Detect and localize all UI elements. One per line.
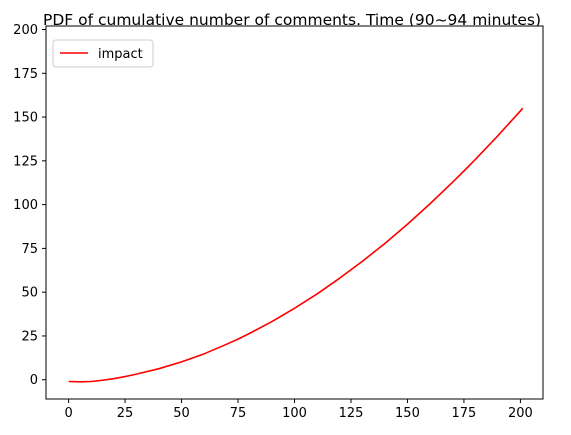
x-tick-label: 75 (230, 406, 247, 421)
x-tick-label: 100 (282, 406, 307, 421)
x-tick-label: 200 (508, 406, 533, 421)
x-tick-label: 50 (173, 406, 190, 421)
x-tick-label: 125 (339, 406, 364, 421)
y-tick-label: 0 (30, 373, 38, 388)
y-tick-label: 125 (13, 154, 38, 169)
y-tick-label: 100 (13, 198, 38, 213)
x-tick-label: 175 (452, 406, 477, 421)
y-tick-label: 175 (13, 67, 38, 82)
chart-title: PDF of cumulative number of comments. Ti… (43, 11, 541, 29)
y-tick-label: 75 (21, 242, 38, 257)
y-tick-label: 150 (13, 111, 38, 126)
x-tick-label: 25 (117, 406, 134, 421)
x-axis: 0 25 50 75 100 125 150 175 200 (64, 399, 533, 421)
legend-label-impact: impact (98, 47, 143, 62)
series-layer (68, 107, 524, 383)
legend-box (52, 39, 154, 68)
y-tick-label: 25 (21, 329, 38, 344)
x-tick-label: 0 (64, 406, 72, 421)
y-tick-label: 200 (13, 23, 38, 38)
x-tick-label: 150 (395, 406, 420, 421)
y-tick-label: 50 (21, 286, 38, 301)
legend: impact (52, 39, 154, 68)
y-axis: 0 25 50 75 100 125 150 175 200 (13, 23, 46, 388)
plot-area (45, 25, 544, 400)
series-line-impact (68, 107, 524, 383)
